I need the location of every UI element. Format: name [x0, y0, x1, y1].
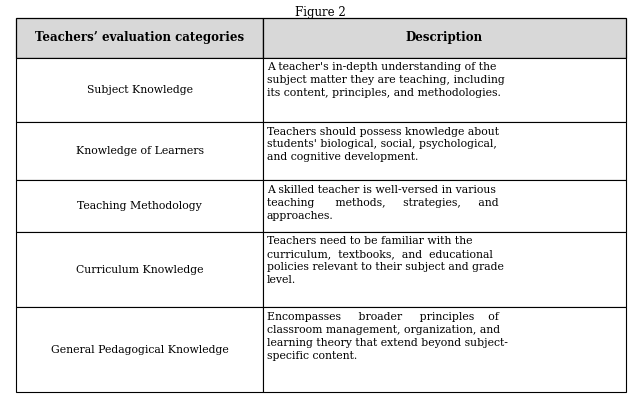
- Text: Subject Knowledge: Subject Knowledge: [86, 85, 193, 95]
- Bar: [263, 307, 626, 392]
- Bar: [16, 18, 263, 58]
- Bar: [263, 232, 626, 307]
- Bar: [263, 180, 626, 232]
- Text: General Pedagogical Knowledge: General Pedagogical Knowledge: [51, 345, 228, 355]
- Text: Description: Description: [406, 31, 483, 44]
- Bar: [16, 307, 263, 392]
- Text: Encompasses     broader     principles    of
classroom management, organization,: Encompasses broader principles of classr…: [267, 312, 508, 361]
- Text: Curriculum Knowledge: Curriculum Knowledge: [76, 264, 204, 275]
- Bar: [16, 58, 263, 122]
- Bar: [263, 122, 626, 180]
- Text: Knowledge of Learners: Knowledge of Learners: [76, 146, 204, 156]
- Text: Figure 2: Figure 2: [294, 6, 346, 19]
- Bar: [16, 232, 263, 307]
- Text: A teacher's in-depth understanding of the
subject matter they are teaching, incl: A teacher's in-depth understanding of th…: [267, 62, 504, 98]
- Text: Teachers’ evaluation categories: Teachers’ evaluation categories: [35, 31, 244, 44]
- Bar: [263, 18, 626, 58]
- Text: Teachers should possess knowledge about
students' biological, social, psychologi: Teachers should possess knowledge about …: [267, 126, 499, 162]
- Bar: [263, 58, 626, 122]
- Text: Teachers need to be familiar with the
curriculum,  textbooks,  and  educational
: Teachers need to be familiar with the cu…: [267, 236, 504, 285]
- Text: Teaching Methodology: Teaching Methodology: [77, 201, 202, 211]
- Bar: [16, 122, 263, 180]
- Text: A skilled teacher is well-versed in various
teaching      methods,     strategie: A skilled teacher is well-versed in vari…: [267, 185, 499, 221]
- Bar: [16, 180, 263, 232]
